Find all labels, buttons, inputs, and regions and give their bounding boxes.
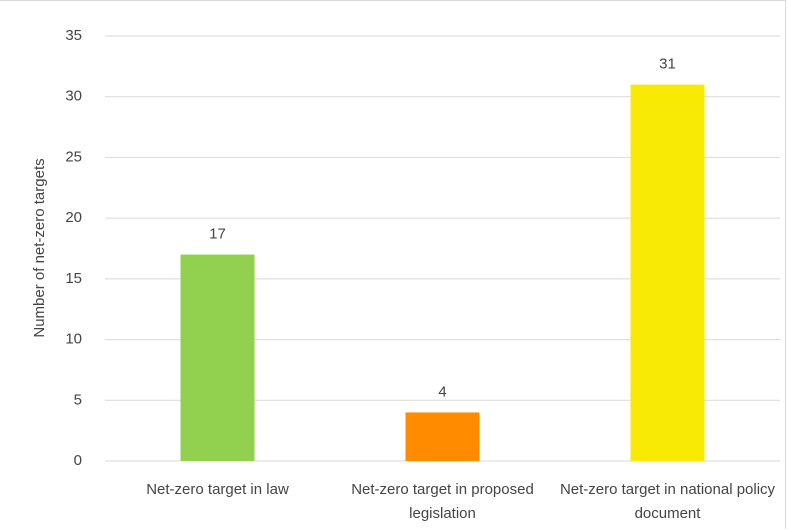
- bar: [630, 84, 705, 462]
- data-label: 31: [659, 56, 676, 73]
- bar: [180, 254, 255, 461]
- data-label: 4: [438, 383, 446, 400]
- bar: [405, 412, 480, 461]
- data-label: 17: [209, 226, 226, 243]
- y-tick-label: 15: [65, 270, 82, 287]
- x-tick-label: Net-zero target in law: [146, 481, 289, 498]
- y-tick-label: 5: [74, 391, 82, 408]
- y-tick-label: 30: [65, 88, 82, 105]
- y-axis-label: Number of net-zero targets: [31, 158, 48, 337]
- y-tick-label: 35: [65, 27, 82, 44]
- y-tick-label: 25: [65, 148, 82, 165]
- x-tick-label: Net-zero target in national policy docum…: [559, 481, 776, 522]
- y-tick-label: 10: [65, 331, 82, 348]
- x-tick-label: Net-zero target in proposed legislation: [351, 481, 534, 522]
- y-tick-label: 0: [74, 452, 82, 469]
- y-tick-label: 20: [65, 209, 82, 226]
